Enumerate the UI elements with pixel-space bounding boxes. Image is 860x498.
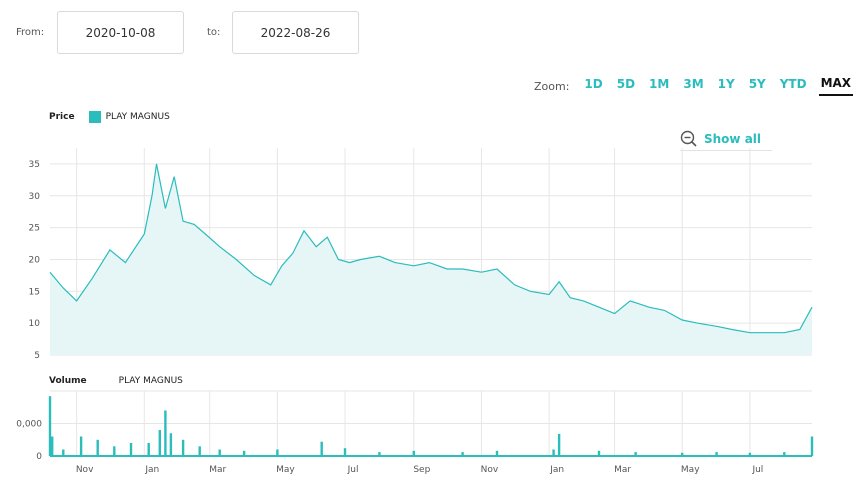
price-y-tick-label: 30	[29, 192, 41, 202]
volume-bar[interactable]	[158, 430, 161, 456]
price-y-tick-label: 25	[29, 224, 40, 234]
price-legend-swatch	[88, 111, 101, 123]
zoom-1m-button[interactable]: 1M	[649, 77, 670, 91]
volume-bar[interactable]	[557, 433, 561, 456]
price-area-fill	[50, 163, 812, 355]
zoom-5d-button[interactable]: 5D	[616, 77, 636, 91]
volume-bar[interactable]	[634, 452, 637, 456]
price-y-tick-label: 35	[29, 160, 40, 170]
from-date-input[interactable]: 2020-10-08	[57, 11, 184, 54]
volume-bar[interactable]	[242, 450, 246, 456]
volume-bar[interactable]	[783, 452, 786, 456]
volume-title: Volume	[49, 376, 87, 386]
zoom-ytd-button[interactable]: YTD	[779, 77, 807, 91]
x-tick-label: Jan	[144, 465, 159, 475]
volume-bar[interactable]	[48, 396, 52, 456]
x-tick-label: Nov	[76, 465, 94, 475]
volume-bar[interactable]	[461, 452, 464, 456]
volume-bar[interactable]	[147, 443, 150, 456]
price-title: Price	[49, 112, 75, 122]
volume-bar[interactable]	[51, 436, 54, 457]
x-tick-label: Nov	[481, 465, 499, 475]
volume-bar[interactable]	[164, 410, 167, 457]
volume-bar[interactable]	[79, 436, 83, 457]
volume-bar[interactable]	[198, 446, 201, 457]
x-tick-label: May	[276, 465, 295, 475]
x-tick-label: Mar	[614, 465, 631, 475]
zoom-bar: Zoom: 1D 5D 1M 3M 1Y 5Y YTD MAX	[534, 76, 858, 96]
volume-bar[interactable]	[218, 449, 221, 457]
from-label: From:	[16, 27, 45, 38]
x-tick-label: Jul	[751, 465, 763, 475]
volume-bar[interactable]	[597, 450, 601, 456]
volume-legend: Volume PLAY MAGNUS	[49, 376, 183, 386]
x-tick-label: Jul	[347, 465, 359, 475]
zoom-3m-button[interactable]: 3M	[683, 77, 704, 91]
volume-bar[interactable]	[62, 449, 65, 457]
volume-bar[interactable]	[169, 433, 173, 457]
volume-bar[interactable]	[715, 452, 718, 456]
volume-bar[interactable]	[810, 436, 814, 457]
price-y-tick-label: 15	[29, 287, 40, 297]
x-tick-label: Sep	[413, 465, 430, 475]
zoom-max-button[interactable]: MAX	[818, 76, 854, 96]
x-tick-label: Mar	[209, 465, 226, 475]
volume-bar[interactable]	[748, 452, 752, 457]
volume-bar[interactable]	[412, 450, 415, 456]
volume-bar[interactable]	[681, 452, 684, 457]
price-y-tick-label: 5	[34, 351, 40, 361]
zoom-label: Zoom:	[534, 79, 570, 93]
volume-y-tick-label: 0,000	[16, 420, 42, 430]
x-tick-label: May	[681, 465, 700, 475]
zoom-1d-button[interactable]: 1D	[584, 77, 603, 91]
show-all-button[interactable]: Show all	[680, 128, 772, 151]
volume-legend-label[interactable]: PLAY MAGNUS	[118, 376, 183, 386]
volume-bar[interactable]	[181, 439, 185, 457]
price-legend: Price PLAY MAGNUS	[49, 111, 170, 123]
zoom-1y-button[interactable]: 1Y	[717, 77, 735, 91]
zoom-out-icon	[680, 130, 697, 147]
volume-bar[interactable]	[378, 452, 381, 456]
price-series-line[interactable]	[49, 163, 813, 334]
price-y-tick-label: 10	[29, 319, 41, 329]
volume-bar[interactable]	[276, 449, 279, 457]
volume-bar[interactable]	[96, 439, 99, 457]
x-tick-label: Jan	[549, 465, 564, 475]
to-label: to:	[207, 27, 221, 38]
price-y-tick-label: 20	[29, 255, 41, 265]
volume-bar[interactable]	[343, 448, 347, 456]
zoom-5y-button[interactable]: 5Y	[748, 77, 766, 91]
volume-bar[interactable]	[320, 441, 323, 456]
volume-bar[interactable]	[129, 443, 133, 456]
volume-bar[interactable]	[113, 446, 116, 457]
volume-bar[interactable]	[552, 449, 555, 457]
show-all-label: Show all	[704, 132, 762, 146]
volume-bar[interactable]	[495, 450, 499, 456]
to-date-input[interactable]: 2022-08-26	[232, 11, 359, 54]
price-legend-label[interactable]: PLAY MAGNUS	[105, 112, 170, 122]
volume-y-tick-label: 0	[36, 452, 42, 462]
